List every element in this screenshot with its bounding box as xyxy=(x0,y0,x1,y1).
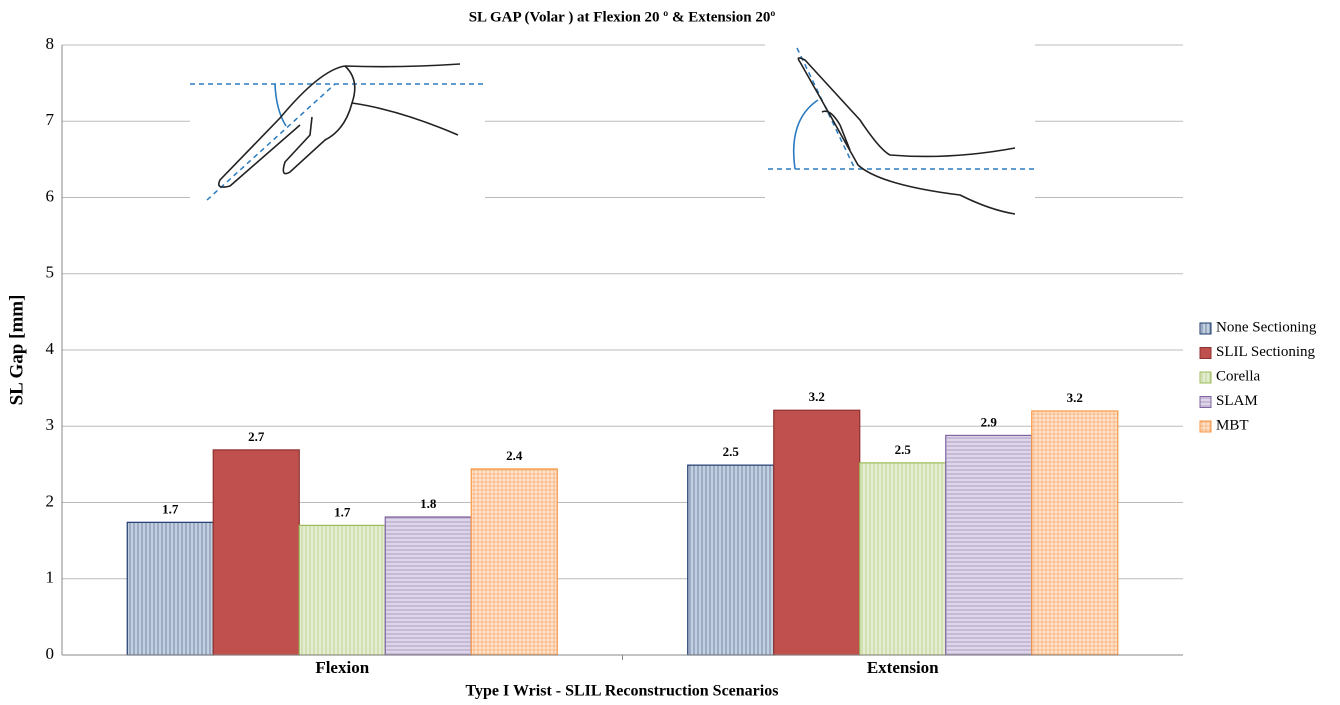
value-label: 3.2 xyxy=(1067,390,1083,405)
legend-swatch xyxy=(1199,371,1212,384)
value-label: 2.5 xyxy=(723,444,740,459)
value-label: 2.9 xyxy=(981,414,998,429)
x-tick-label: Flexion xyxy=(315,658,369,677)
value-label: 1.8 xyxy=(420,496,437,511)
x-axis-label: Type I Wrist - SLIL Reconstruction Scena… xyxy=(466,683,779,700)
bar xyxy=(470,468,558,656)
value-label: 2.7 xyxy=(248,429,265,444)
y-tick-label: 3 xyxy=(46,415,55,434)
value-label: 2.5 xyxy=(895,442,912,457)
bar xyxy=(126,521,214,656)
value-label: 1.7 xyxy=(162,501,179,516)
value-label: 2.4 xyxy=(506,448,523,463)
y-tick-label: 7 xyxy=(46,110,55,129)
y-tick-label: 5 xyxy=(46,263,55,282)
bar xyxy=(1031,410,1119,656)
y-tick-label: 8 xyxy=(46,34,55,53)
value-label: 1.7 xyxy=(334,504,351,519)
chart-title: SL GAP (Volar ) at Flexion 20 º & Extens… xyxy=(469,9,776,25)
bar xyxy=(384,516,472,656)
x-tick-label: Extension xyxy=(867,658,939,677)
bar xyxy=(859,462,947,656)
bar xyxy=(773,409,861,656)
y-tick-label: 1 xyxy=(46,568,55,587)
illustrations xyxy=(190,40,1035,225)
bar xyxy=(298,524,386,656)
y-axis-label: SL Gap [mm] xyxy=(6,295,27,406)
legend-swatch xyxy=(1199,322,1212,335)
legend-label: SLIL Sectioning xyxy=(1216,344,1316,360)
legend-swatch xyxy=(1199,347,1212,359)
value-label: 3.2 xyxy=(809,389,825,404)
legend-swatch xyxy=(1199,396,1212,408)
y-tick-label: 4 xyxy=(46,339,55,358)
bar xyxy=(687,464,775,656)
legend-label: MBT xyxy=(1216,417,1249,433)
legend-label: None Sectioning xyxy=(1216,319,1317,335)
legend-label: Corella xyxy=(1216,368,1260,384)
bar xyxy=(212,449,300,656)
y-tick-label: 0 xyxy=(46,644,55,663)
y-tick-label: 2 xyxy=(46,491,55,510)
legend-swatch xyxy=(1199,420,1212,433)
bar xyxy=(945,434,1033,656)
y-tick-label: 6 xyxy=(46,186,55,205)
legend-label: SLAM xyxy=(1216,393,1258,409)
